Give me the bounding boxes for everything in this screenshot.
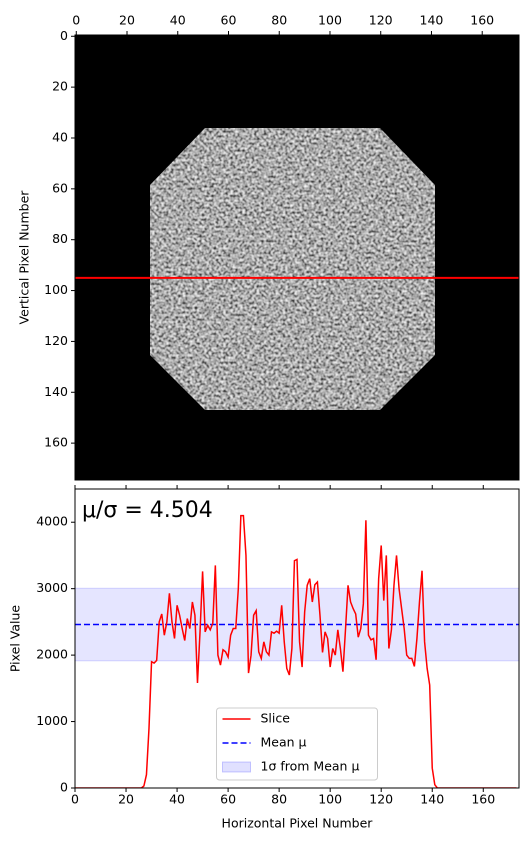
image-disc [150, 128, 435, 410]
y-tick-label: 80 [52, 231, 68, 246]
y-tick-label: 160 [44, 435, 68, 450]
y-axis-label: Vertical Pixel Number [17, 190, 32, 325]
x-tick-label: 40 [169, 792, 185, 807]
x-tick-label: 100 [318, 13, 342, 28]
x-tick-label: 140 [420, 792, 444, 807]
legend-box [216, 707, 378, 781]
image-noise [150, 128, 435, 410]
x-tick-label: 20 [118, 792, 134, 807]
x-tick-label: 80 [271, 13, 287, 28]
axes-frame [74, 34, 520, 481]
legend-label: 1σ from Mean μ [261, 759, 360, 774]
x-tick-label: 0 [71, 792, 79, 807]
y-tick-label: 20 [52, 79, 68, 94]
y-tick-label: 120 [44, 333, 68, 348]
y-tick-label: 0 [60, 780, 68, 795]
y-tick-label: 4000 [36, 514, 68, 529]
axes-frame [74, 488, 520, 789]
y-axis-label: Pixel Value [8, 605, 23, 673]
legend-label: Mean μ [261, 735, 307, 750]
annotation: μ/σ = 4.504 [82, 498, 213, 523]
y-tick-label: 0 [60, 28, 68, 43]
y-tick-label: 1000 [36, 713, 68, 728]
x-tick-label: 120 [369, 792, 393, 807]
y-tick-label: 3000 [36, 580, 68, 595]
legend-swatch [222, 761, 251, 773]
x-tick-label: 100 [318, 792, 342, 807]
plot-area [75, 514, 519, 788]
x-tick-label: 80 [271, 792, 287, 807]
y-tick-label: 100 [44, 282, 68, 297]
x-tick-label: 40 [170, 13, 186, 28]
x-tick-label: 60 [220, 792, 236, 807]
y-tick-label: 2000 [36, 647, 68, 662]
x-tick-label: 160 [470, 13, 494, 28]
x-tick-label: 0 [72, 13, 80, 28]
x-tick-label: 140 [420, 13, 444, 28]
y-tick-label: 60 [52, 180, 68, 195]
slice-line [75, 514, 517, 788]
y-tick-label: 40 [52, 129, 68, 144]
x-tick-label: 20 [119, 13, 135, 28]
x-axis-label: Horizontal Pixel Number [222, 816, 374, 831]
y-tick-label: 140 [44, 384, 68, 399]
x-tick-label: 160 [471, 792, 495, 807]
legend-label: Slice [261, 711, 291, 726]
x-tick-label: 60 [221, 13, 237, 28]
x-tick-label: 120 [369, 13, 393, 28]
